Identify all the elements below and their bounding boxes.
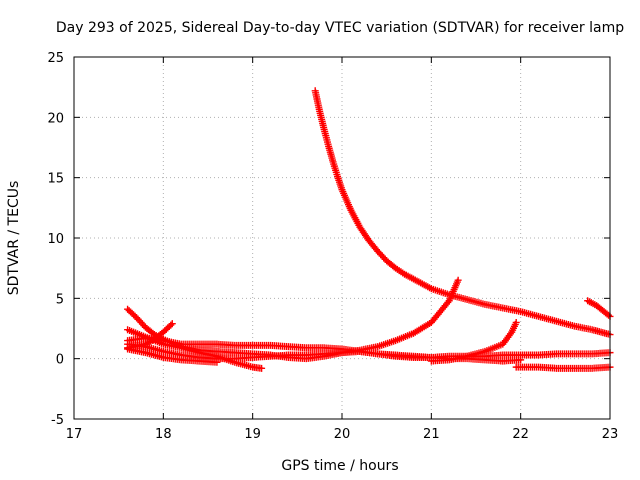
grid xyxy=(74,57,610,419)
chart-title: Day 293 of 2025, Sidereal Day-to-day VTE… xyxy=(56,20,624,36)
data-point xyxy=(512,318,520,326)
x-tick-label: 18 xyxy=(155,427,172,442)
x-tick-label: 20 xyxy=(334,427,351,442)
series-track-a xyxy=(311,87,614,339)
data-point xyxy=(213,358,221,366)
plot-frame xyxy=(73,56,611,420)
data-point xyxy=(258,364,266,372)
data-point xyxy=(167,321,175,329)
y-tick-label: 15 xyxy=(47,172,64,187)
plot-area xyxy=(124,87,614,372)
x-tick-label: 19 xyxy=(244,427,261,442)
x-tick-label: 23 xyxy=(602,427,619,442)
series-track-e xyxy=(124,326,266,372)
y-tick-label: 20 xyxy=(47,111,64,126)
series-track-h xyxy=(427,318,520,365)
x-axis-label: GPS time / hours xyxy=(281,458,398,474)
x-tick-label: 22 xyxy=(512,427,529,442)
tick-labels: 17 18 19 20 21 22 23 -5 0 5 10 15 20 25 xyxy=(47,51,618,442)
y-tick-label: 0 xyxy=(56,353,64,368)
x-tick-label: 21 xyxy=(423,427,440,442)
y-tick-label: 5 xyxy=(56,292,64,307)
data-point xyxy=(454,276,462,284)
series-track-j xyxy=(584,297,614,320)
series-track-g xyxy=(124,345,221,366)
y-axis-label: SDTVAR / TECUs xyxy=(6,181,22,296)
series-track-i xyxy=(512,363,614,372)
x-tick-label: 17 xyxy=(66,427,83,442)
y-tick-label: -5 xyxy=(51,413,64,428)
data-point xyxy=(168,320,176,328)
y-tick-label: 10 xyxy=(47,232,64,247)
y-tick-label: 25 xyxy=(47,51,64,66)
data-point xyxy=(605,311,613,319)
